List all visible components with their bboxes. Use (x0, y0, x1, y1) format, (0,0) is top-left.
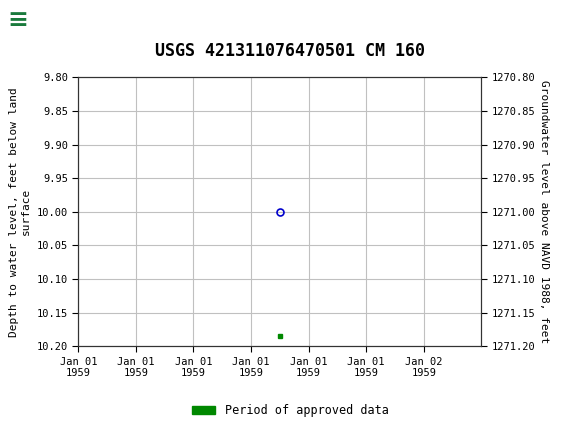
Y-axis label: Depth to water level, feet below land
surface: Depth to water level, feet below land su… (9, 87, 31, 337)
Legend: Period of approved data: Period of approved data (187, 399, 393, 422)
Text: USGS 421311076470501 CM 160: USGS 421311076470501 CM 160 (155, 42, 425, 60)
Y-axis label: Groundwater level above NAVD 1988, feet: Groundwater level above NAVD 1988, feet (539, 80, 549, 344)
Text: USGS: USGS (44, 11, 99, 29)
Bar (3, 3, 78, 37)
Text: ≡: ≡ (7, 8, 28, 32)
